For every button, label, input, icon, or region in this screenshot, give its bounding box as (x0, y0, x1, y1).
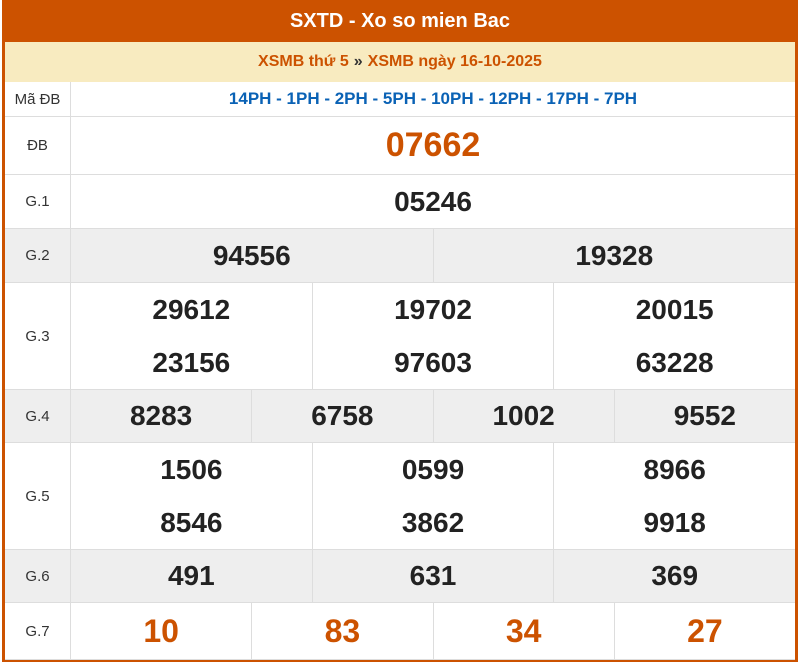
prize-number: 10 (143, 612, 179, 649)
prize-number: 8546 (160, 506, 223, 538)
breadcrumb-separator: » (353, 53, 363, 70)
prize-number: 34 (432, 603, 614, 659)
row-label: G.2 (5, 229, 71, 282)
prize-number: 9918 (553, 496, 795, 549)
prize-number: 83 (251, 603, 432, 659)
row-label: G.7 (5, 603, 71, 659)
breadcrumb: XSMB thứ 5 » XSMB ngày 16-10-2025 (5, 42, 795, 82)
row-label: G.4 (5, 390, 71, 442)
table-title: SXTD - Xo so mien Bac (5, 0, 795, 42)
row-label: G.6 (5, 550, 71, 602)
prize-number: 97603 (311, 336, 554, 389)
prize-number: 63228 (553, 336, 795, 389)
row-g5: G.5 1506 0599 8966 8546 3862 9918 (5, 443, 795, 550)
row-g1: G.1 05246 (5, 175, 795, 229)
row-g7: G.7 10 83 34 27 (5, 603, 795, 660)
row-label: G.3 (5, 283, 71, 389)
special-prize-number: 07662 (385, 126, 481, 164)
prize-number: 05246 (394, 185, 472, 217)
row-label: G.1 (5, 175, 71, 228)
prize-number: 23156 (152, 346, 231, 378)
prize-number: 9552 (613, 390, 795, 442)
prize-number: 1506 (160, 453, 223, 485)
row-label: Mã ĐB (5, 82, 71, 116)
row-g3: G.3 29612 19702 20015 23156 97603 63228 (5, 283, 795, 390)
row-label: ĐB (5, 117, 71, 174)
prize-number: 3862 (311, 496, 554, 549)
prize-number: 8966 (553, 443, 795, 496)
row-g2: G.2 94556 19328 (5, 229, 795, 283)
row-db: ĐB 07662 (5, 117, 795, 175)
prize-number: 0599 (311, 443, 554, 496)
row-ma-db: Mã ĐB 14PH - 1PH - 2PH - 5PH - 10PH - 12… (5, 82, 795, 117)
special-codes: 14PH - 1PH - 2PH - 5PH - 10PH - 12PH - 1… (228, 89, 638, 108)
prize-number: 491 (167, 560, 215, 591)
prize-number: 19702 (311, 283, 554, 336)
row-g6: G.6 491 631 369 (5, 550, 795, 603)
row-label: G.5 (5, 443, 71, 549)
prize-number: 1002 (432, 390, 614, 442)
prize-number: 27 (613, 603, 795, 659)
prize-number: 20015 (553, 283, 795, 336)
link-xsmb-date[interactable]: XSMB ngày 16-10-2025 (367, 53, 542, 70)
prize-number: 8283 (129, 400, 193, 431)
prize-number: 631 (311, 550, 554, 602)
prize-number: 6758 (251, 390, 432, 442)
prize-number: 94556 (212, 239, 291, 271)
row-g4: G.4 8283 6758 1002 9552 (5, 390, 795, 443)
prize-number: 29612 (152, 293, 231, 325)
link-xsmb-weekday[interactable]: XSMB thứ 5 (258, 53, 349, 70)
prize-number: 369 (553, 550, 795, 602)
prize-number: 19328 (432, 229, 796, 282)
